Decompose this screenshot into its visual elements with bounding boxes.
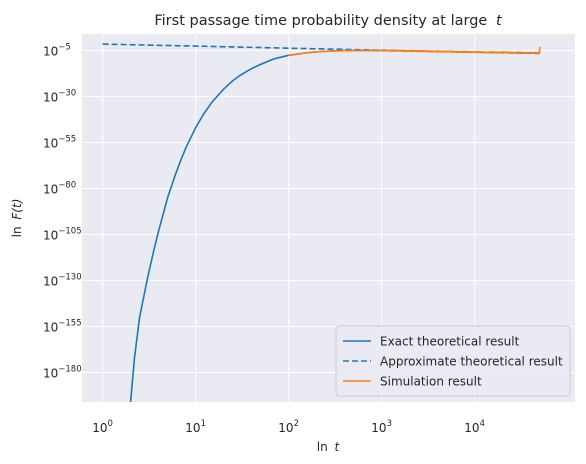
chart-title: First passage time probability density a…	[154, 13, 503, 29]
y-tick-label: 10−80	[43, 181, 76, 197]
legend-label-approximate: Approximate theoretical result	[380, 355, 563, 369]
chart-title-variable: t	[496, 13, 503, 29]
x-tick-base: 10	[464, 421, 479, 435]
x-tick-base: 10	[185, 421, 200, 435]
x-tick-exponent: 1	[201, 419, 206, 429]
y-tick-exponent: −155	[58, 319, 81, 329]
y-tick-exponent: −130	[58, 273, 81, 283]
x-tick-label: 101	[185, 419, 206, 435]
y-tick-base: 10	[43, 321, 58, 335]
y-tick-label: 10−30	[43, 89, 76, 105]
x-axis-label-prefix: ln	[317, 440, 328, 454]
x-tick-exponent: 2	[294, 419, 299, 429]
x-tick-label: 100	[92, 419, 113, 435]
y-tick-label: 10−180	[43, 365, 82, 381]
y-axis-label-variable: F(t)	[10, 199, 24, 220]
y-tick-exponent: −30	[58, 89, 76, 99]
legend-box	[335, 325, 571, 397]
chart-title-text: First passage time probability density a…	[154, 13, 487, 29]
y-axis-label-prefix: ln	[10, 226, 24, 237]
y-axis-label: ln F(t)	[10, 199, 24, 238]
x-tick-base: 10	[92, 421, 107, 435]
x-tick-exponent: 3	[387, 419, 392, 429]
x-tick-label: 102	[278, 419, 299, 435]
y-tick-base: 10	[43, 183, 58, 197]
y-tick-exponent: −5	[58, 43, 71, 53]
y-tick-label: 10−55	[43, 135, 76, 151]
x-tick-base: 10	[278, 421, 293, 435]
y-tick-exponent: −80	[58, 181, 76, 191]
legend-label-exact: Exact theoretical result	[380, 335, 520, 349]
y-tick-exponent: −105	[58, 227, 81, 237]
x-axis-label-variable: t	[335, 440, 341, 454]
y-tick-labels: 10−510−3010−5510−8010−10510−13010−15510−…	[43, 43, 82, 381]
x-tick-labels: 100 101 102 103 104	[92, 419, 485, 435]
y-tick-label: 10−105	[43, 227, 82, 243]
y-tick-base: 10	[43, 367, 58, 381]
simulation-noise	[381, 48, 540, 55]
y-tick-label: 10−155	[43, 319, 82, 335]
grid	[82, 34, 575, 402]
x-tick-exponent: 0	[108, 419, 113, 429]
x-tick-base: 10	[371, 421, 386, 435]
y-tick-label: 10−130	[43, 273, 82, 289]
y-tick-exponent: −55	[58, 135, 76, 145]
legend-label-simulation: Simulation result	[380, 375, 482, 389]
x-tick-exponent: 4	[480, 419, 485, 429]
y-tick-base: 10	[43, 137, 58, 151]
y-tick-base: 10	[43, 91, 58, 105]
series-layer	[102, 43, 541, 403]
x-tick-label: 104	[464, 419, 485, 435]
y-tick-base: 10	[43, 229, 58, 243]
y-tick-label: 10−5	[43, 43, 71, 59]
x-axis-label: ln t	[317, 440, 341, 454]
x-tick-label: 103	[371, 419, 392, 435]
y-tick-base: 10	[43, 275, 58, 289]
y-tick-base: 10	[43, 45, 58, 59]
legend: Exact theoretical result Approximate the…	[335, 325, 571, 397]
y-tick-exponent: −180	[58, 365, 81, 375]
